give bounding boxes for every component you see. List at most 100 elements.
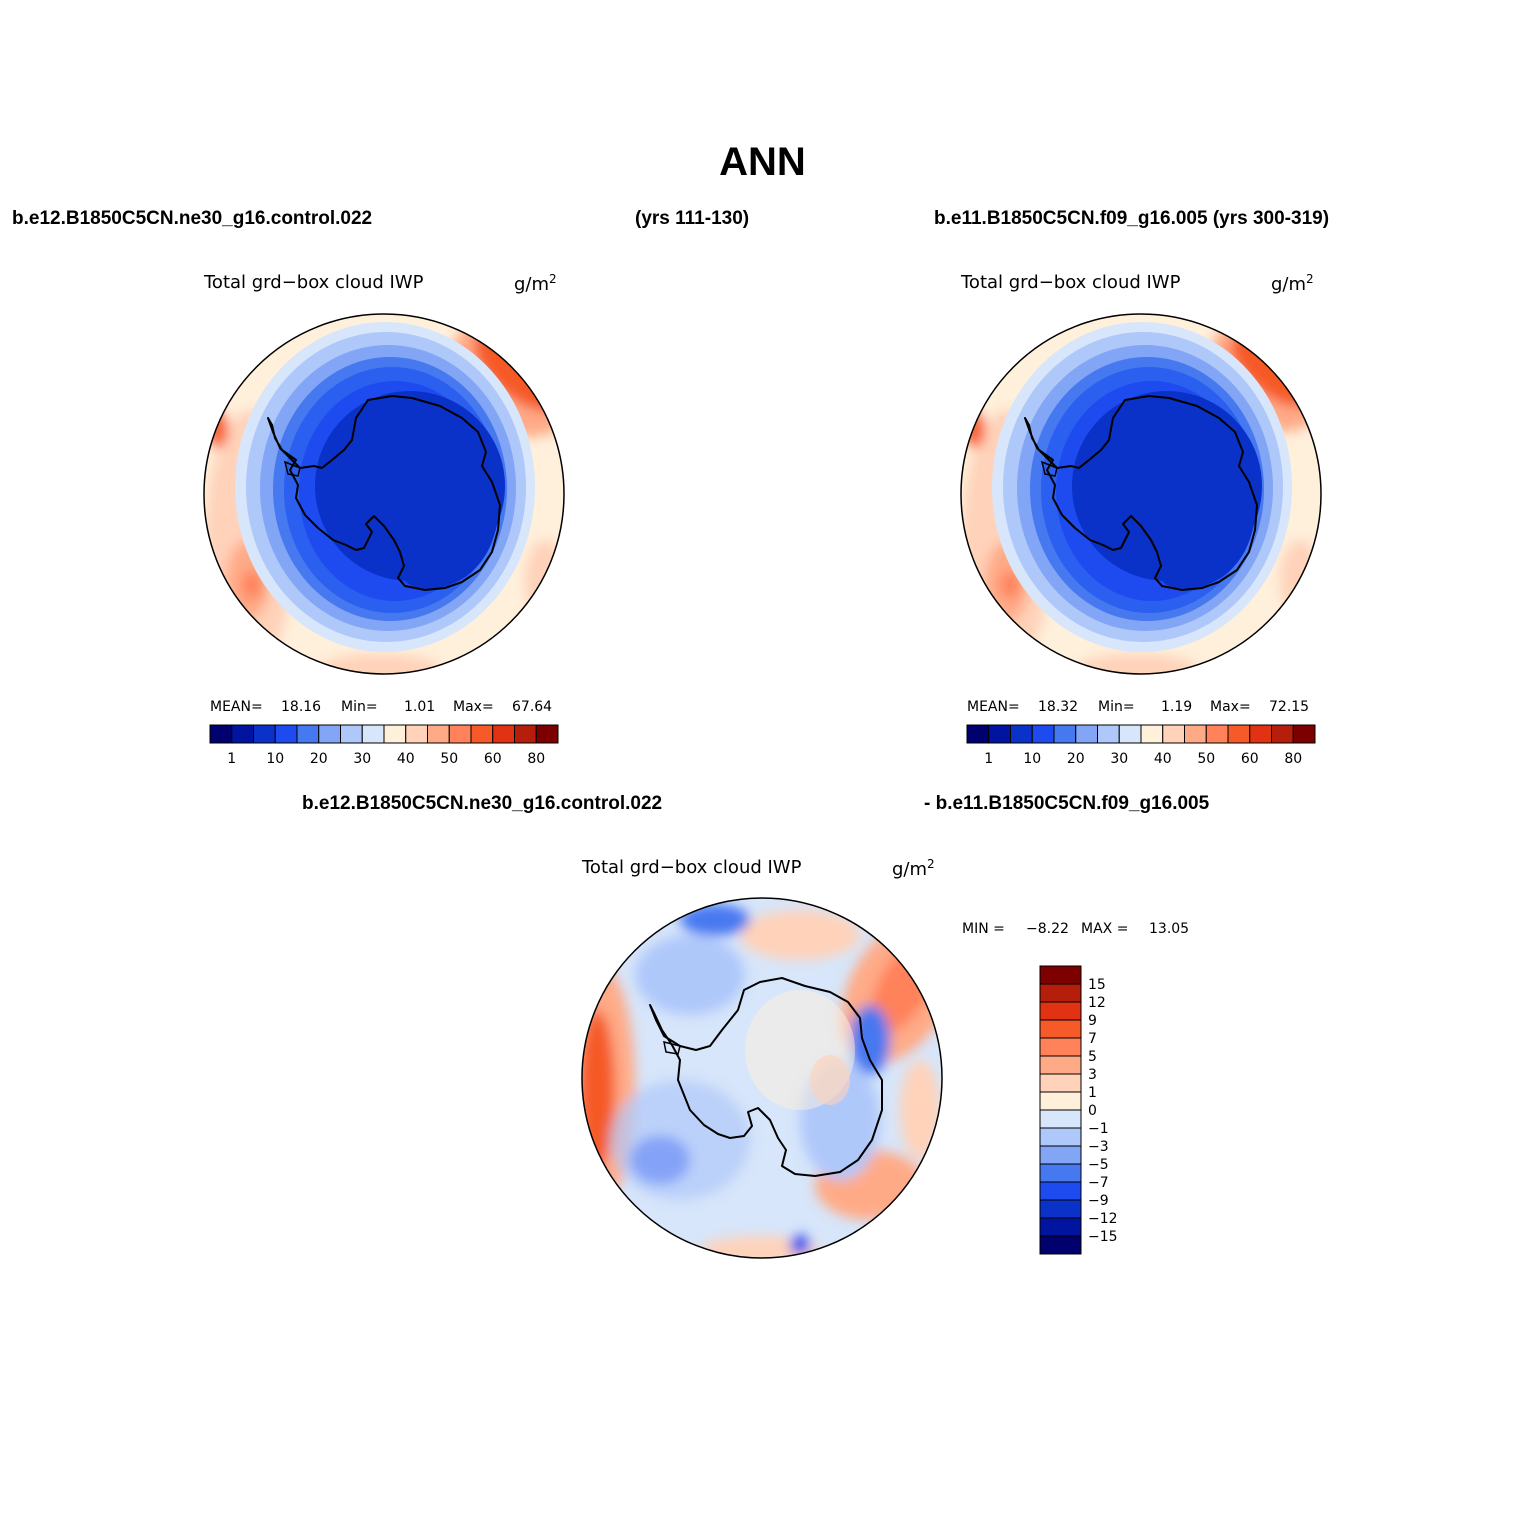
- colorbar-tick-label: 1: [227, 751, 236, 767]
- colorbar-tick-label: 1: [1088, 1085, 1097, 1101]
- colorbar-tick-label: 40: [1154, 751, 1172, 767]
- colorbar-tick-label: 1: [984, 751, 993, 767]
- left-case-label: b.e12.B1850C5CN.ne30_g16.control.022: [12, 208, 373, 229]
- map-boundary: [581, 897, 943, 1259]
- colorbar-swatch: [231, 724, 254, 744]
- colorbar-swatch: [1249, 724, 1272, 744]
- colorbar-tick-label: −1: [1088, 1121, 1109, 1137]
- colorbar-swatch: [1010, 724, 1033, 744]
- left-max-label: Max=: [453, 699, 494, 715]
- difference-polar-map: [581, 897, 943, 1259]
- left-colorbar: 1 10 20 30 40 50 60 80: [209, 724, 559, 767]
- colorbar-tick-label: 60: [484, 751, 502, 767]
- colorbar-swatch: [361, 724, 385, 744]
- colorbar-swatch: [1271, 724, 1294, 744]
- colorbar-difference: 15 12 9 7 5 3 1 0 −1 −3 −5 −7 −9 −12 −15: [1039, 965, 1118, 1255]
- colorbar-swatch: [383, 724, 407, 744]
- diff-units: g/m2: [892, 857, 935, 880]
- colorbar-swatch: [1039, 1145, 1082, 1165]
- colorbar-tick-label: 30: [353, 751, 371, 767]
- colorbar-swatch: [1075, 724, 1098, 744]
- left-max-value: 67.64: [512, 699, 553, 715]
- colorbar-swatch: [1039, 965, 1082, 985]
- colorbar-swatch: [1039, 1073, 1082, 1093]
- colorbar-swatch: [1039, 1091, 1082, 1111]
- right-max-label: Max=: [1210, 699, 1251, 715]
- left-mean-label: MEAN=: [210, 699, 263, 715]
- diff-case-a-label: b.e12.B1850C5CN.ne30_g16.control.022: [302, 793, 663, 814]
- colorbar-swatch: [1039, 1163, 1082, 1183]
- colorbar-swatch: [1292, 724, 1316, 744]
- colorbar-tick-label: −5: [1088, 1157, 1109, 1173]
- colorbar-tick-label: 60: [1241, 751, 1259, 767]
- right-min-value: 1.19: [1161, 699, 1193, 715]
- colorbar-tick-label: 15: [1088, 977, 1106, 993]
- colorbar-swatch: [1039, 1001, 1082, 1021]
- colorbar-tick-label: 10: [266, 751, 284, 767]
- colorbar-swatch: [1039, 1019, 1082, 1039]
- colorbar-tick-label: 40: [397, 751, 415, 767]
- colorbar-swatch: [988, 724, 1011, 744]
- colorbar-tick-label: −15: [1088, 1229, 1118, 1245]
- colorbar-tick-label: −7: [1088, 1175, 1109, 1191]
- colorbar-tick-label: −3: [1088, 1139, 1109, 1155]
- left-years-label: (yrs 111-130): [635, 208, 750, 229]
- colorbar-tick-label: 30: [1110, 751, 1128, 767]
- colorbar-swatch: [1039, 1037, 1082, 1057]
- colorbar-tick-label: −12: [1088, 1211, 1118, 1227]
- colorbar-swatch: [1039, 983, 1082, 1003]
- diff-variable-title: Total grd−box cloud IWP: [582, 857, 802, 878]
- colorbar-swatch: [1039, 1055, 1082, 1075]
- colorbar-swatch: [470, 724, 494, 744]
- colorbar-tick-label: 50: [1197, 751, 1215, 767]
- antarctica-coastline: [267, 395, 501, 591]
- right-min-label: Min=: [1098, 699, 1135, 715]
- colorbar-swatch: [1039, 1127, 1082, 1147]
- colorbar-swatch: [427, 724, 450, 744]
- colorbar-swatch: [535, 724, 559, 744]
- colorbar-swatch: [1184, 724, 1207, 744]
- colorbar-swatch: [1039, 1181, 1082, 1201]
- colorbars-top: 1 10 20 30 40 50 60 80 1 10 20 30 40 50 60 80: [209, 724, 1316, 767]
- right-mean-value: 18.32: [1038, 699, 1079, 715]
- antarctica-coastline: [1024, 395, 1258, 591]
- colorbar-swatch: [253, 724, 276, 744]
- colorbar-swatch: [1039, 1235, 1082, 1255]
- diff-min-value: −8.22: [1026, 921, 1069, 937]
- colorbar-swatch: [1140, 724, 1164, 744]
- colorbar-swatch: [1205, 724, 1229, 744]
- left-mean-value: 18.16: [281, 699, 322, 715]
- colorbar-swatch: [405, 724, 428, 744]
- colorbar-swatch: [448, 724, 472, 744]
- colorbar-swatch: [209, 724, 233, 744]
- colorbar-swatch: [1053, 724, 1077, 744]
- diff-max-label: MAX =: [1081, 921, 1129, 937]
- map-boundary: [960, 313, 1322, 675]
- right-mean-label: MEAN=: [967, 699, 1020, 715]
- colorbar-tick-label: 20: [310, 751, 328, 767]
- colorbar-swatch: [492, 724, 515, 744]
- colorbar-tick-label: 3: [1088, 1067, 1097, 1083]
- colorbar-swatch: [1118, 724, 1142, 744]
- page-title: ANN: [719, 140, 806, 184]
- colorbar-swatch: [1162, 724, 1185, 744]
- colorbar-swatch: [274, 724, 298, 744]
- colorbar-tick-label: 20: [1067, 751, 1085, 767]
- colorbar-swatch: [340, 724, 363, 744]
- colorbar-tick-label: 12: [1088, 995, 1106, 1011]
- left-variable-title: Total grd−box cloud IWP: [204, 272, 424, 293]
- right-polar-map: [960, 313, 1322, 675]
- right-variable-title: Total grd−box cloud IWP: [961, 272, 1181, 293]
- colorbar-tick-label: 7: [1088, 1031, 1097, 1047]
- map-boundary: [203, 313, 565, 675]
- colorbar-tick-label: 5: [1088, 1049, 1097, 1065]
- left-min-label: Min=: [341, 699, 378, 715]
- right-max-value: 72.15: [1269, 699, 1310, 715]
- left-units: g/m2: [514, 272, 557, 295]
- colorbar-swatch: [1039, 1217, 1082, 1237]
- right-colorbar: 1 10 20 30 40 50 60 80: [966, 724, 1316, 767]
- diff-case-b-label: - b.e11.B1850C5CN.f09_g16.005: [924, 793, 1210, 814]
- colorbar-swatch: [966, 724, 990, 744]
- antarctica-coastline: [649, 977, 883, 1177]
